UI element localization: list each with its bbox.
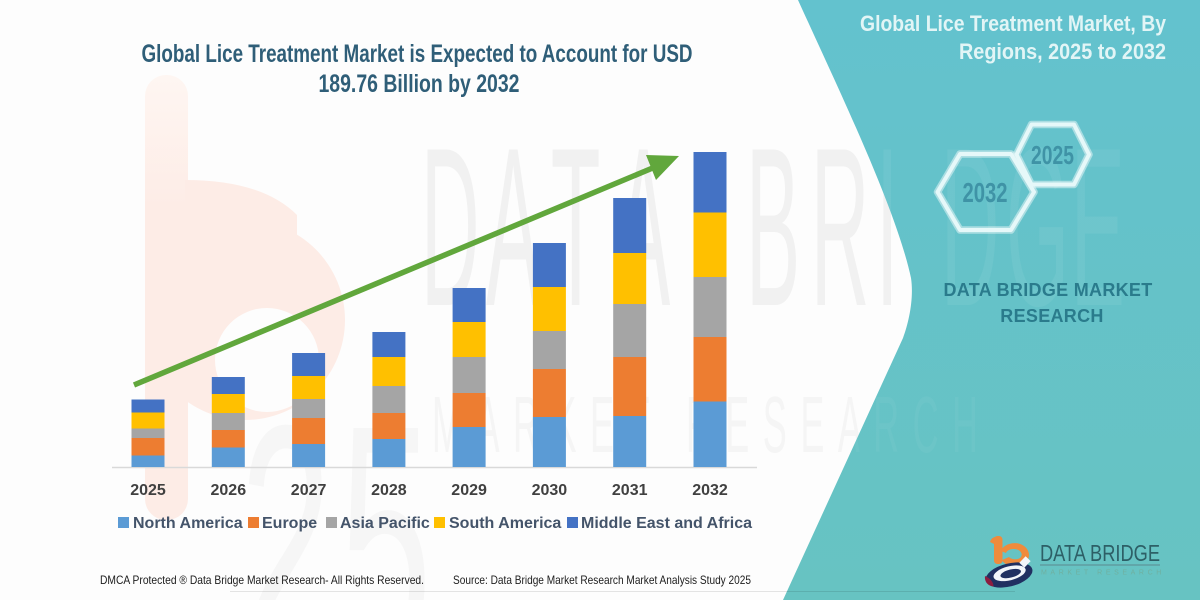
svg-text:25: 25 xyxy=(240,358,440,600)
svg-text:Middle East and Africa: Middle East and Africa xyxy=(581,515,752,532)
svg-text:2032: 2032 xyxy=(692,482,728,499)
svg-text:2027: 2027 xyxy=(291,482,327,499)
svg-text:MARKET RESEARCH: MARKET RESEARCH xyxy=(1041,570,1165,577)
svg-text:G: G xyxy=(1006,100,1069,353)
svg-text:North America: North America xyxy=(133,515,243,532)
svg-text:Global Lice Treatment Market i: Global Lice Treatment Market is Expected… xyxy=(142,40,693,68)
svg-text:B: B xyxy=(746,100,800,353)
svg-text:Europe: Europe xyxy=(262,515,317,532)
svg-text:2030: 2030 xyxy=(532,482,568,499)
svg-text:Regions, 2025 to 2032: Regions, 2025 to 2032 xyxy=(959,39,1166,64)
svg-text:Global Lice Treatment Market,: Global Lice Treatment Market, By xyxy=(860,11,1167,36)
svg-text:DMCA Protected ® Data Bridge M: DMCA Protected ® Data Bridge Market Rese… xyxy=(100,573,424,587)
svg-text:E: E xyxy=(1071,100,1125,353)
svg-text:South America: South America xyxy=(449,515,561,532)
svg-text:Source: Data Bridge Market Res: Source: Data Bridge Market Research Mark… xyxy=(453,573,751,587)
svg-text:R: R xyxy=(811,100,870,353)
svg-text:2026: 2026 xyxy=(211,482,247,499)
svg-text:RESEARCH: RESEARCH xyxy=(1000,306,1103,326)
svg-text:Asia Pacific: Asia Pacific xyxy=(340,515,430,532)
svg-text:2032: 2032 xyxy=(963,177,1008,208)
svg-text:2025: 2025 xyxy=(130,482,166,499)
svg-text:2031: 2031 xyxy=(612,482,648,499)
svg-text:DATA BRIDGE MARKET: DATA BRIDGE MARKET xyxy=(943,280,1152,300)
svg-text:DATA BRIDGE: DATA BRIDGE xyxy=(1040,540,1160,566)
svg-text:2029: 2029 xyxy=(451,482,487,499)
svg-text:2025: 2025 xyxy=(1031,140,1074,170)
svg-text:2028: 2028 xyxy=(371,482,407,499)
svg-text:D: D xyxy=(941,100,1000,353)
svg-text:189.76 Billion by 2032: 189.76 Billion by 2032 xyxy=(319,70,520,98)
